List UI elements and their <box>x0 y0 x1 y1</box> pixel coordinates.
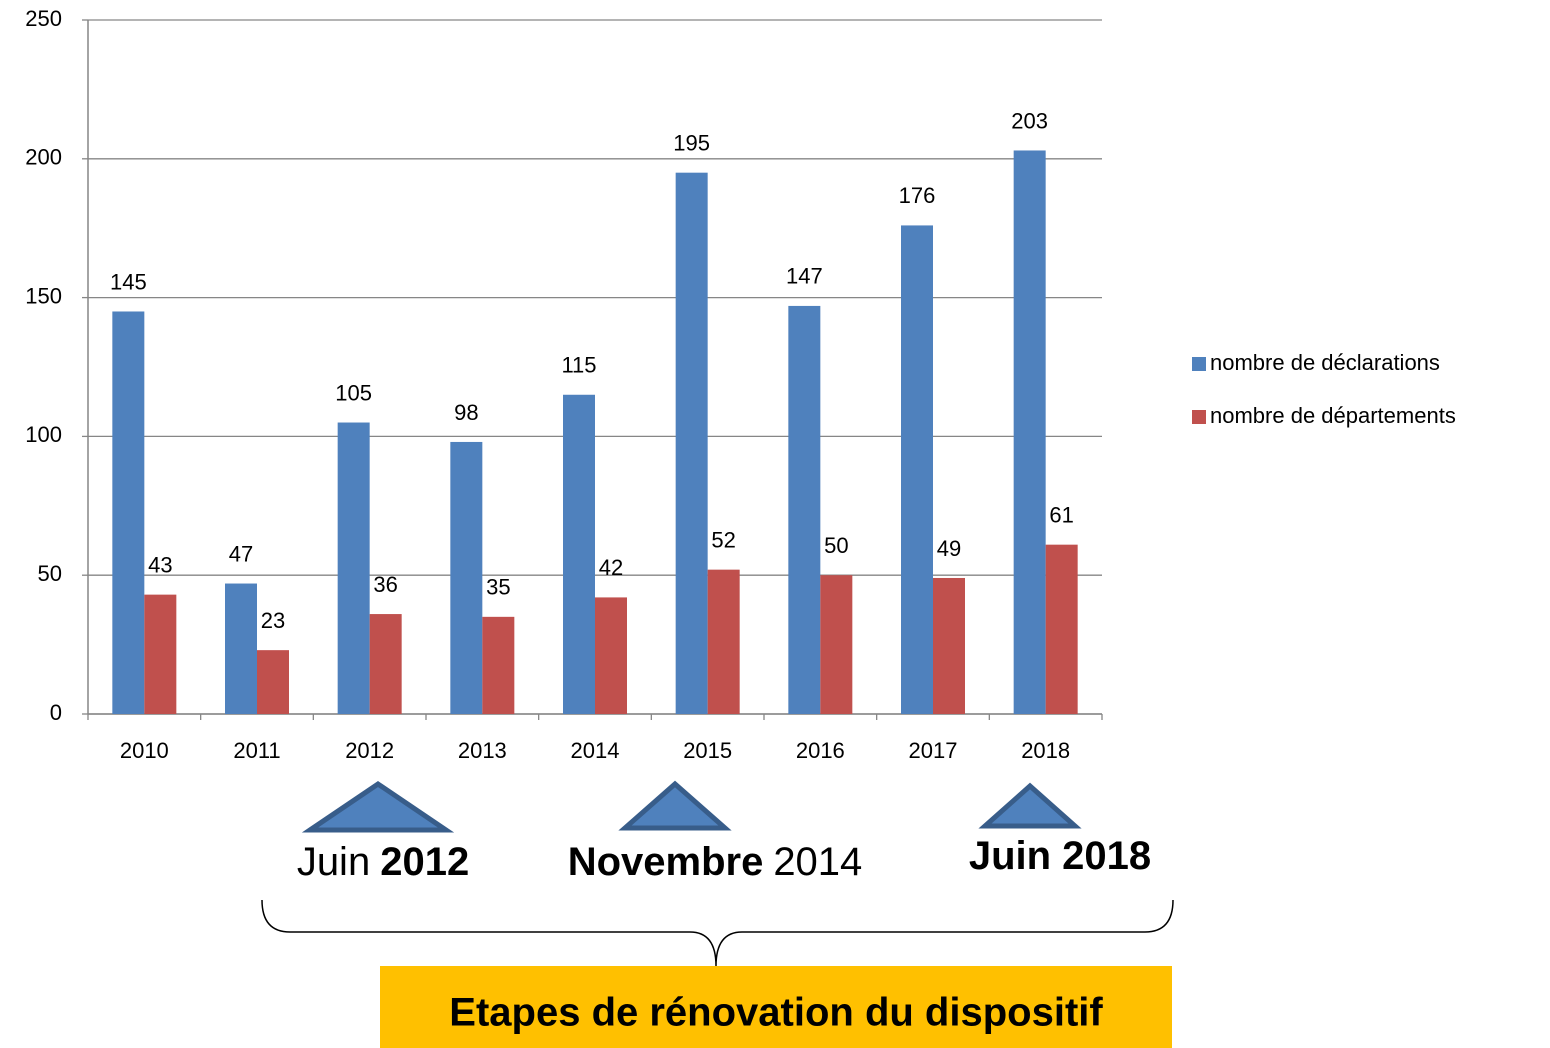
annotation-part: 2014 <box>773 840 862 884</box>
annotation: Juin 2018 <box>969 834 1151 878</box>
data-label: 98 <box>454 400 478 425</box>
data-label: 35 <box>486 575 510 600</box>
data-label: 42 <box>599 555 623 580</box>
y-tick-label: 200 <box>25 145 62 170</box>
bar <box>257 650 289 714</box>
data-label: 47 <box>229 541 253 566</box>
legend-label: nombre de déclarations <box>1210 350 1440 375</box>
annotation-part: Juin <box>297 840 370 884</box>
brace <box>261 899 1174 967</box>
data-label: 43 <box>148 552 172 577</box>
bar <box>788 305 821 714</box>
x-tick-label: 2012 <box>345 738 394 763</box>
data-label: 23 <box>261 608 285 633</box>
annotation-part: Juin 2018 <box>969 834 1151 878</box>
annotation-part: Novembre <box>568 840 764 884</box>
data-label: 52 <box>711 527 735 552</box>
y-tick-label: 250 <box>25 6 62 31</box>
bar <box>1045 544 1078 714</box>
legend-swatch <box>1192 357 1206 371</box>
bar <box>595 597 627 714</box>
x-tick-label: 2017 <box>909 738 958 763</box>
bar <box>707 569 740 714</box>
data-label: 115 <box>561 353 596 378</box>
data-label: 203 <box>1011 108 1048 133</box>
label-box <box>380 966 1172 1048</box>
legend-label: nombre de départements <box>1210 403 1456 428</box>
annotation: Novembre 2014 <box>568 840 863 884</box>
data-label: 49 <box>937 536 961 561</box>
bar <box>820 575 853 714</box>
milestone-marker <box>618 780 732 831</box>
bar <box>482 616 515 714</box>
bar <box>144 594 177 714</box>
data-label: 147 <box>786 264 823 289</box>
bar <box>933 577 965 714</box>
bar <box>675 172 708 714</box>
bar <box>1013 150 1046 715</box>
milestone-marker <box>301 780 455 833</box>
x-tick-label: 2015 <box>683 738 732 763</box>
y-tick-label: 0 <box>50 700 62 725</box>
y-tick-label: 150 <box>25 283 62 308</box>
bar <box>112 311 145 714</box>
data-label: 61 <box>1049 502 1073 527</box>
annotation: Juin 2012 <box>297 840 469 884</box>
x-tick-label: 2011 <box>233 738 280 763</box>
bar <box>563 394 595 714</box>
bar <box>901 225 933 714</box>
data-label: 176 <box>899 183 936 208</box>
bar <box>369 614 402 714</box>
milestone-marker <box>978 782 1082 829</box>
x-tick-label: 2014 <box>571 738 620 763</box>
data-label: 50 <box>824 533 848 558</box>
data-label: 36 <box>373 572 397 597</box>
bar <box>337 422 370 714</box>
data-label: 105 <box>335 380 372 405</box>
bracket-label: Etapes de rénovation du dispositif <box>449 991 1103 1035</box>
x-tick-label: 2016 <box>796 738 845 763</box>
x-tick-label: 2013 <box>458 738 507 763</box>
data-label: 145 <box>110 269 147 294</box>
bar <box>225 583 257 714</box>
legend-swatch <box>1192 410 1206 424</box>
x-tick-label: 2010 <box>120 738 169 763</box>
y-tick-label: 100 <box>25 422 62 447</box>
y-tick-label: 50 <box>38 561 62 586</box>
data-label: 195 <box>673 130 710 155</box>
bar <box>450 441 483 714</box>
x-tick-label: 2018 <box>1021 738 1070 763</box>
annotation-part: 2012 <box>380 840 469 884</box>
